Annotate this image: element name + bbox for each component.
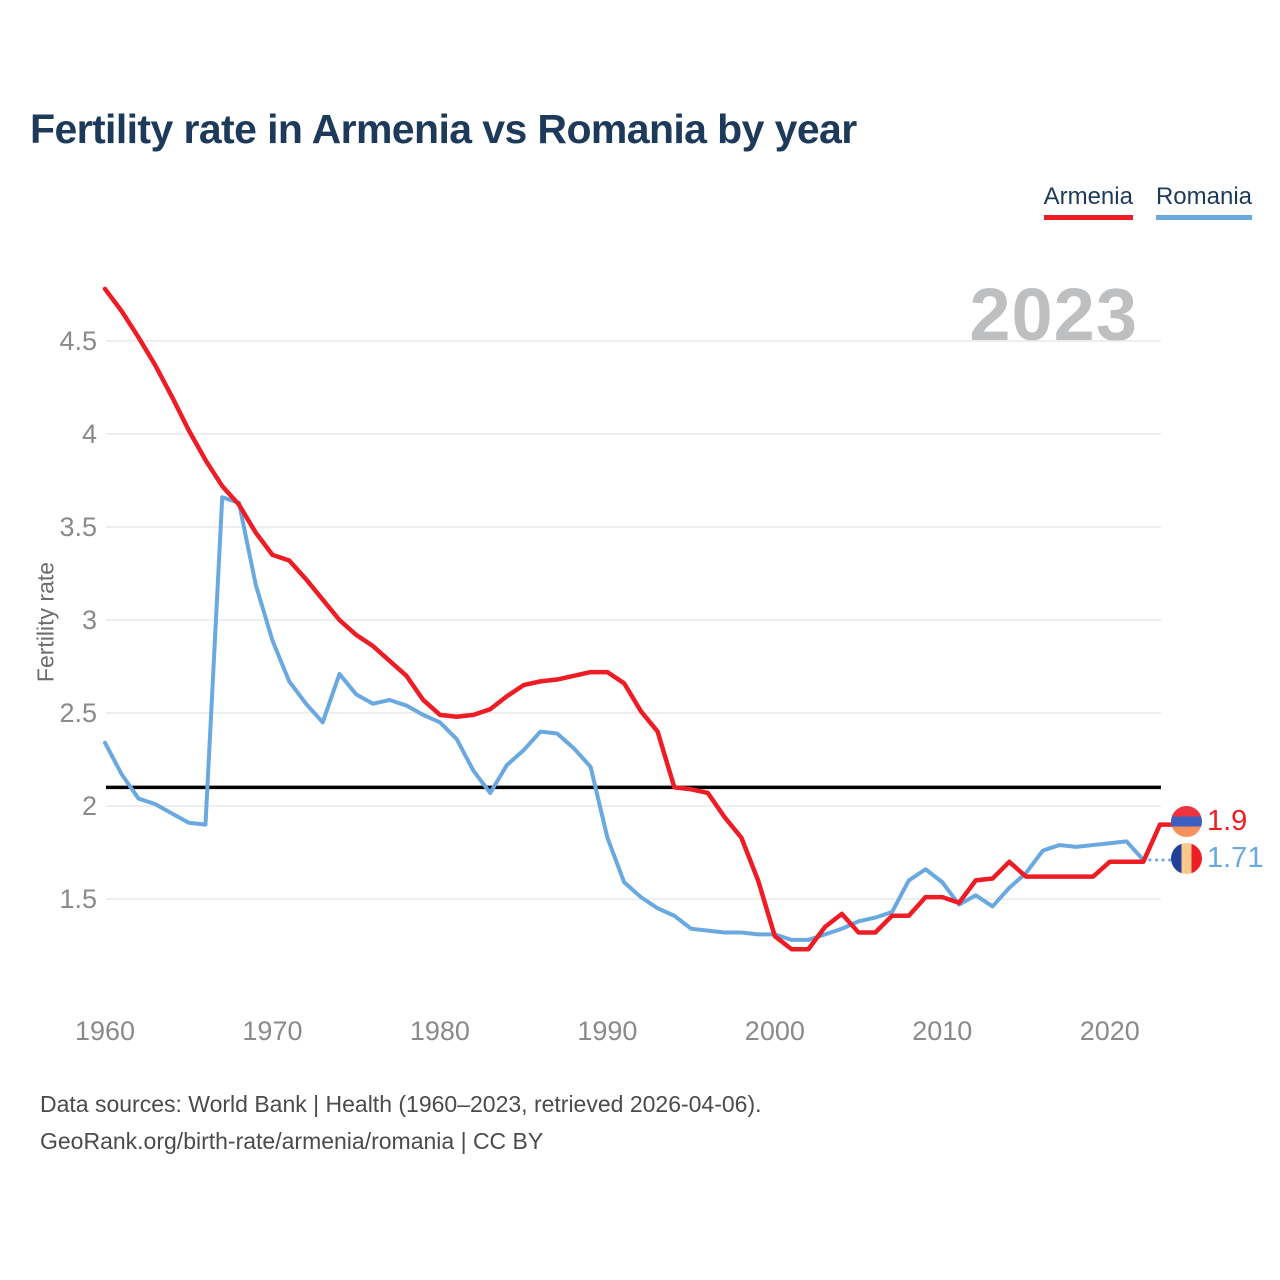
legend-swatch-armenia — [1043, 215, 1133, 220]
legend: Armenia Romania — [1043, 183, 1252, 220]
legend-label-armenia: Armenia — [1043, 183, 1133, 210]
y-tick-label: 2 — [82, 791, 97, 821]
y-tick-label: 2.5 — [59, 698, 97, 728]
armenia-line[interactable] — [102, 286, 1163, 952]
legend-item-romania[interactable]: Romania — [1155, 183, 1252, 220]
year-watermark: 2023 — [969, 273, 1138, 356]
x-tick-labels: 1960 1970 1980 1990 2000 2010 2020 — [75, 1016, 1140, 1046]
legend-swatch-romania — [1155, 215, 1252, 220]
x-tick-label: 1960 — [75, 1016, 135, 1046]
x-tick-label: 2000 — [745, 1016, 805, 1046]
armenia-end-value: 1.9 — [1207, 805, 1248, 837]
chart-title: Fertility rate in Armenia vs Romania by … — [30, 106, 857, 152]
gridlines — [106, 340, 1161, 900]
romania-flag-icon — [1171, 843, 1202, 874]
romania-line[interactable] — [103, 495, 1146, 942]
y-tick-label: 3.5 — [59, 512, 97, 542]
y-tick-label: 4.5 — [59, 326, 97, 356]
legend-label-romania: Romania — [1155, 183, 1252, 210]
y-tick-labels: 1.5 2 2.5 3 3.5 4 4.5 — [59, 326, 97, 914]
data-series — [102, 286, 1175, 952]
x-tick-label: 2010 — [912, 1016, 972, 1046]
romania-end-value: 1.71 — [1207, 842, 1264, 874]
x-tick-label: 1980 — [410, 1016, 470, 1046]
footer-attribution-line: GeoRank.org/birth-rate/armenia/romania |… — [40, 1128, 544, 1154]
footer-sources-line: Data sources: World Bank | Health (1960–… — [40, 1091, 762, 1117]
x-tick-label: 1970 — [242, 1016, 302, 1046]
y-tick-label: 4 — [82, 419, 97, 449]
y-tick-label: 3 — [82, 605, 97, 635]
armenia-flag-icon — [1171, 806, 1202, 837]
footer: Data sources: World Bank | Health (1960–… — [40, 1086, 762, 1160]
y-tick-label: 1.5 — [59, 884, 97, 914]
legend-item-armenia[interactable]: Armenia — [1043, 183, 1133, 220]
x-tick-label: 2020 — [1080, 1016, 1140, 1046]
x-tick-label: 1990 — [577, 1016, 637, 1046]
